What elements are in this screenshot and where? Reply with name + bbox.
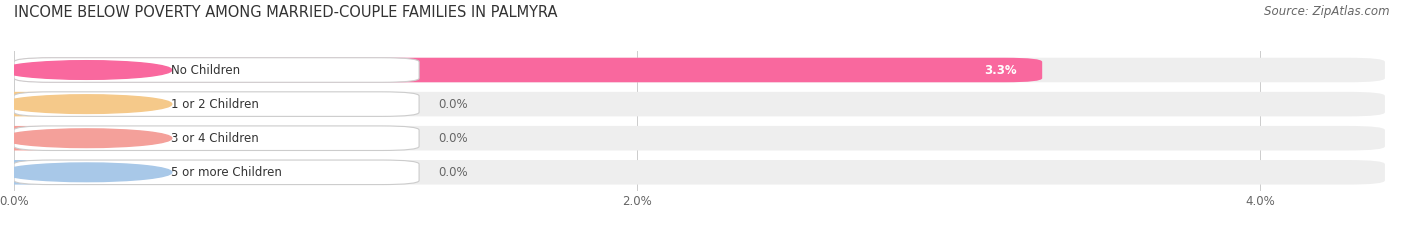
FancyBboxPatch shape (14, 160, 419, 185)
FancyBboxPatch shape (14, 126, 1385, 151)
Text: 3 or 4 Children: 3 or 4 Children (172, 132, 259, 145)
Text: INCOME BELOW POVERTY AMONG MARRIED-COUPLE FAMILIES IN PALMYRA: INCOME BELOW POVERTY AMONG MARRIED-COUPL… (14, 5, 558, 20)
FancyBboxPatch shape (14, 58, 1042, 82)
FancyBboxPatch shape (0, 126, 52, 151)
FancyBboxPatch shape (14, 160, 1385, 185)
FancyBboxPatch shape (14, 92, 419, 116)
Text: 1 or 2 Children: 1 or 2 Children (172, 98, 259, 111)
Circle shape (1, 61, 172, 79)
FancyBboxPatch shape (14, 92, 1385, 116)
FancyBboxPatch shape (14, 58, 419, 82)
Circle shape (1, 95, 172, 113)
Text: 5 or more Children: 5 or more Children (172, 166, 283, 179)
FancyBboxPatch shape (0, 160, 52, 185)
Circle shape (1, 129, 172, 147)
Text: 0.0%: 0.0% (437, 132, 467, 145)
FancyBboxPatch shape (14, 58, 1385, 82)
FancyBboxPatch shape (14, 126, 419, 151)
Circle shape (1, 163, 172, 182)
Text: Source: ZipAtlas.com: Source: ZipAtlas.com (1264, 5, 1389, 18)
Text: 3.3%: 3.3% (984, 64, 1018, 76)
FancyBboxPatch shape (0, 92, 52, 116)
Text: 0.0%: 0.0% (437, 98, 467, 111)
Text: 0.0%: 0.0% (437, 166, 467, 179)
Text: No Children: No Children (172, 64, 240, 76)
